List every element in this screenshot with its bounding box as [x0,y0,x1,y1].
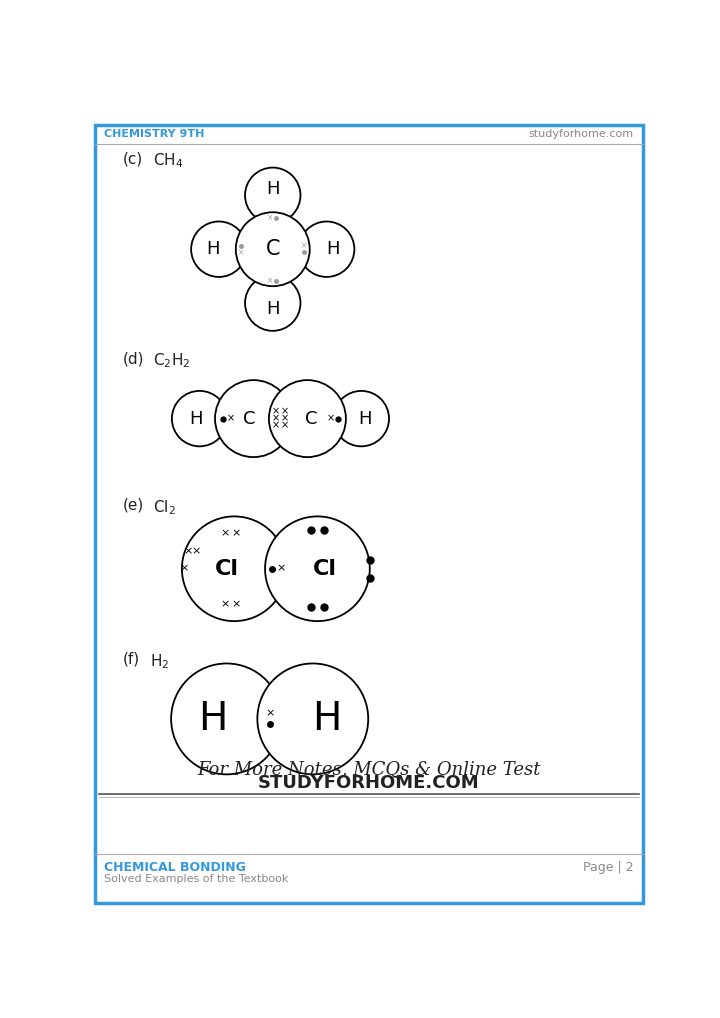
Text: ×: × [271,413,280,423]
Text: CHEMISTRY 9TH: CHEMISTRY 9TH [104,129,204,139]
Circle shape [245,276,300,331]
Circle shape [333,391,389,446]
Text: ×: × [301,241,307,250]
Text: ×: × [276,564,286,574]
Text: CHEMICAL BONDING: CHEMICAL BONDING [104,861,246,874]
Circle shape [245,168,300,223]
Text: (d): (d) [122,351,144,366]
Text: ×: × [326,413,335,423]
Circle shape [235,212,310,286]
Text: Solved Examples of the Textbook: Solved Examples of the Textbook [104,874,289,884]
Text: Cl: Cl [313,559,337,579]
Circle shape [215,380,292,457]
Text: CH$_4$: CH$_4$ [153,152,184,170]
Circle shape [172,391,228,446]
Text: (e): (e) [122,498,144,513]
Text: C: C [305,409,318,428]
Circle shape [265,516,370,621]
Text: studyforhome.com: studyforhome.com [528,129,634,139]
Circle shape [257,664,368,775]
Text: H: H [266,180,279,199]
Text: ×: × [238,247,244,257]
Text: ×: × [191,547,200,557]
Text: ×: × [220,600,230,609]
Text: ×: × [184,547,193,557]
Text: H: H [189,409,202,428]
Text: STUDYFORHOME.COM: STUDYFORHOME.COM [258,774,480,792]
Text: ×: × [231,528,240,539]
Text: ×: × [266,213,273,222]
Text: Cl$_2$: Cl$_2$ [153,498,176,516]
Text: ×: × [271,406,280,416]
Text: C: C [243,409,256,428]
Text: H: H [326,240,340,259]
Text: (c): (c) [122,152,143,166]
Text: ×: × [271,420,280,431]
Circle shape [269,380,346,457]
Text: ×: × [281,420,289,431]
Text: H: H [266,300,279,319]
Text: H: H [359,409,372,428]
Text: ×: × [281,413,289,423]
Text: C: C [266,239,280,260]
Text: H: H [206,240,220,259]
Text: Page | 2: Page | 2 [583,861,634,874]
Text: H: H [198,700,228,738]
Circle shape [182,516,287,621]
Text: ×: × [265,709,274,719]
Circle shape [171,664,282,775]
Text: ×: × [281,406,289,416]
Text: Cl: Cl [215,559,238,579]
Text: For More Notes, MCQs & Online Test: For More Notes, MCQs & Online Test [197,760,541,778]
Circle shape [299,222,354,277]
Text: ×: × [231,600,240,609]
Text: ×: × [226,413,235,423]
Text: ×: × [266,276,273,285]
Text: H$_2$: H$_2$ [150,652,169,671]
Text: (f): (f) [122,652,140,667]
Text: ×: × [220,528,230,539]
Text: ×: × [179,564,189,574]
Circle shape [191,222,246,277]
Text: C$_2$H$_2$: C$_2$H$_2$ [153,351,191,371]
Text: H: H [312,700,341,738]
